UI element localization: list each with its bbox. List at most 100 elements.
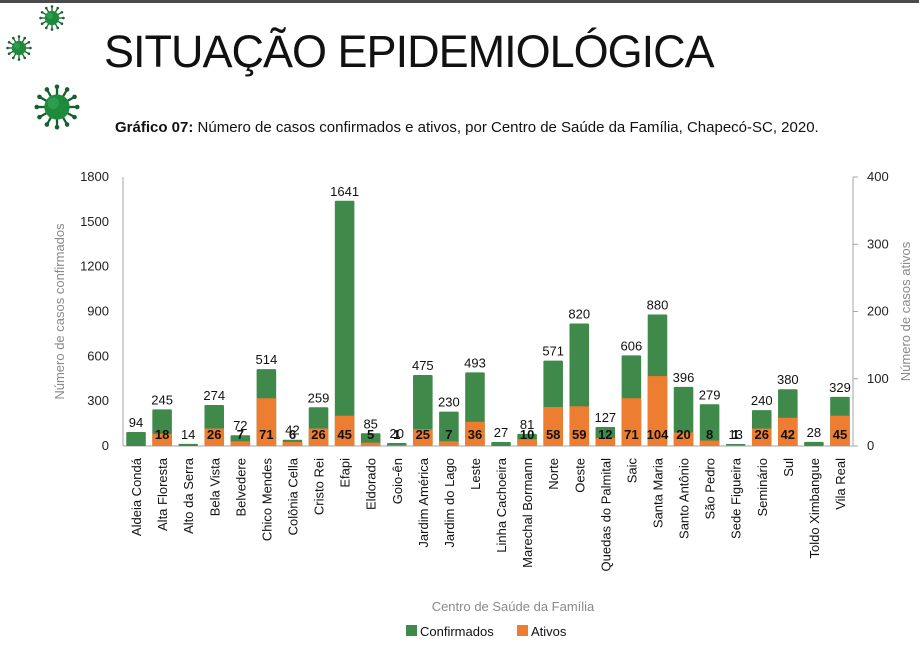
- category-label: Santo Antônio: [677, 458, 692, 539]
- category-label: Chico Mendes: [259, 458, 274, 542]
- right-tick-label: 0: [867, 438, 874, 453]
- page-title: SITUAÇÃO EPIDEMIOLÓGICA: [104, 26, 715, 77]
- confirmados-data-label: 20: [390, 426, 404, 441]
- confirmados-data-label: 28: [807, 425, 821, 440]
- category-label: Colônia Cella: [285, 457, 300, 535]
- ativos-data-label: 58: [546, 427, 560, 442]
- ativos-bar: [230, 441, 251, 446]
- ativos-data-label: 26: [311, 427, 325, 442]
- right-tick-label: 100: [867, 371, 889, 386]
- ativos-data-label: 18: [155, 427, 169, 442]
- category-label: Oeste: [572, 458, 587, 493]
- ativos-bar: [308, 428, 329, 446]
- confirmados-bar: [413, 375, 433, 446]
- category-label: Efapi: [338, 458, 353, 488]
- category-label: Santa Maria: [650, 457, 665, 528]
- ativos-data-label: 20: [676, 427, 690, 442]
- ativos-data-label: 26: [755, 427, 769, 442]
- left-tick-label: 900: [87, 304, 109, 319]
- confirmados-data-label: 1641: [330, 184, 359, 199]
- ativos-bar: [673, 432, 694, 446]
- confirmados-bar: [178, 443, 198, 446]
- ativos-bar: [386, 445, 407, 446]
- category-label: Sul: [781, 458, 796, 477]
- ativos-bar: [517, 439, 537, 446]
- category-label: Alta Floresta: [155, 457, 170, 531]
- confirmados-data-label: 81: [520, 417, 534, 432]
- ativos-data-label: 8: [706, 427, 713, 442]
- confirmados-bar: [699, 404, 720, 446]
- category-label: Marechal Bormann: [520, 458, 535, 568]
- category-label: Quedas do Palmital: [598, 458, 613, 572]
- category-label: Cristo Rei: [312, 458, 327, 515]
- ativos-bar: [725, 445, 746, 446]
- ativos-bar: [334, 415, 355, 446]
- legend-swatch-ativos: [517, 625, 528, 636]
- category-label: Norte: [546, 458, 561, 490]
- ativos-bar: [699, 440, 720, 446]
- ativos-data-label: 6: [289, 427, 296, 442]
- confirmados-data-label: 274: [203, 388, 225, 403]
- category-label: Eldorado: [364, 458, 379, 510]
- confirmados-data-label: 127: [594, 410, 616, 425]
- ativos-bar: [647, 376, 668, 446]
- right-tick-label: 400: [867, 169, 889, 184]
- ativos-data-label: 45: [833, 427, 847, 442]
- ativos-bar: [595, 437, 616, 446]
- left-tick-label: 1500: [80, 214, 109, 229]
- ativos-bar: [152, 433, 172, 446]
- ativos-data-label: 71: [259, 427, 273, 442]
- right-tick-label: 300: [867, 236, 889, 251]
- category-label: São Pedro: [703, 458, 718, 519]
- confirmados-data-label: 493: [464, 355, 486, 370]
- confirmados-data-label: 259: [308, 390, 330, 405]
- legend-label-ativos: Ativos: [531, 624, 567, 639]
- chart-number: Gráfico 07:: [115, 119, 194, 136]
- left-tick-label: 1200: [80, 259, 109, 274]
- confirmados-data-label: 329: [829, 380, 851, 395]
- ativos-bar: [621, 398, 642, 446]
- ativos-data-label: 45: [337, 427, 351, 442]
- virus-icon: [34, 84, 80, 130]
- confirmados-bar: [386, 443, 407, 446]
- confirmados-data-label: 13: [728, 427, 742, 442]
- ativos-bar: [282, 441, 303, 446]
- confirmados-data-label: 380: [777, 372, 799, 387]
- category-label: Belvedere: [233, 458, 248, 517]
- ativos-data-label: 10: [520, 427, 534, 442]
- virus-icon: [39, 5, 65, 31]
- confirmados-data-label: 240: [751, 393, 773, 408]
- category-label: Jardim do Lago: [442, 458, 457, 548]
- ativos-data-label: 42: [781, 427, 795, 442]
- category-label: Sede Figueira: [729, 457, 744, 539]
- ativos-data-label: 7: [445, 427, 452, 442]
- confirmados-bar: [126, 431, 146, 446]
- right-axis-title: Número de casos ativos: [898, 241, 913, 381]
- category-label: Toldo Ximbangue: [807, 458, 822, 558]
- ativos-data-label: 26: [207, 427, 221, 442]
- ativos-bar: [830, 415, 850, 446]
- ativos-data-label: 104: [647, 427, 669, 442]
- ativos-data-label: 1: [732, 427, 739, 442]
- confirmados-data-label: 820: [568, 306, 590, 321]
- confirmados-data-label: 42: [285, 423, 299, 438]
- confirmados-data-label: 94: [129, 415, 143, 430]
- ativos-bar: [751, 428, 772, 446]
- chart-subtitle: Gráfico 07: Número de casos confirmados …: [115, 119, 819, 136]
- ativos-bar: [569, 406, 590, 446]
- confirmados-bar: [439, 411, 459, 446]
- confirmados-bar: [804, 441, 824, 446]
- ativos-data-label: 36: [468, 427, 482, 442]
- ativos-bar: [360, 442, 381, 446]
- ativos-bar: [778, 417, 798, 446]
- ativos-bar: [256, 398, 277, 446]
- ativos-data-label: 5: [367, 427, 374, 442]
- top-border: [0, 0, 919, 3]
- ativos-data-label: 1: [393, 427, 400, 442]
- x-axis-title: Centro de Saúde da Família: [432, 599, 595, 614]
- category-label: Goio-ên: [390, 458, 405, 504]
- chart-description: Número de casos confirmados e ativos, po…: [193, 119, 819, 136]
- left-tick-label: 600: [87, 348, 109, 363]
- category-label: Linha Cachoeira: [494, 457, 509, 552]
- confirmados-data-label: 880: [647, 297, 669, 312]
